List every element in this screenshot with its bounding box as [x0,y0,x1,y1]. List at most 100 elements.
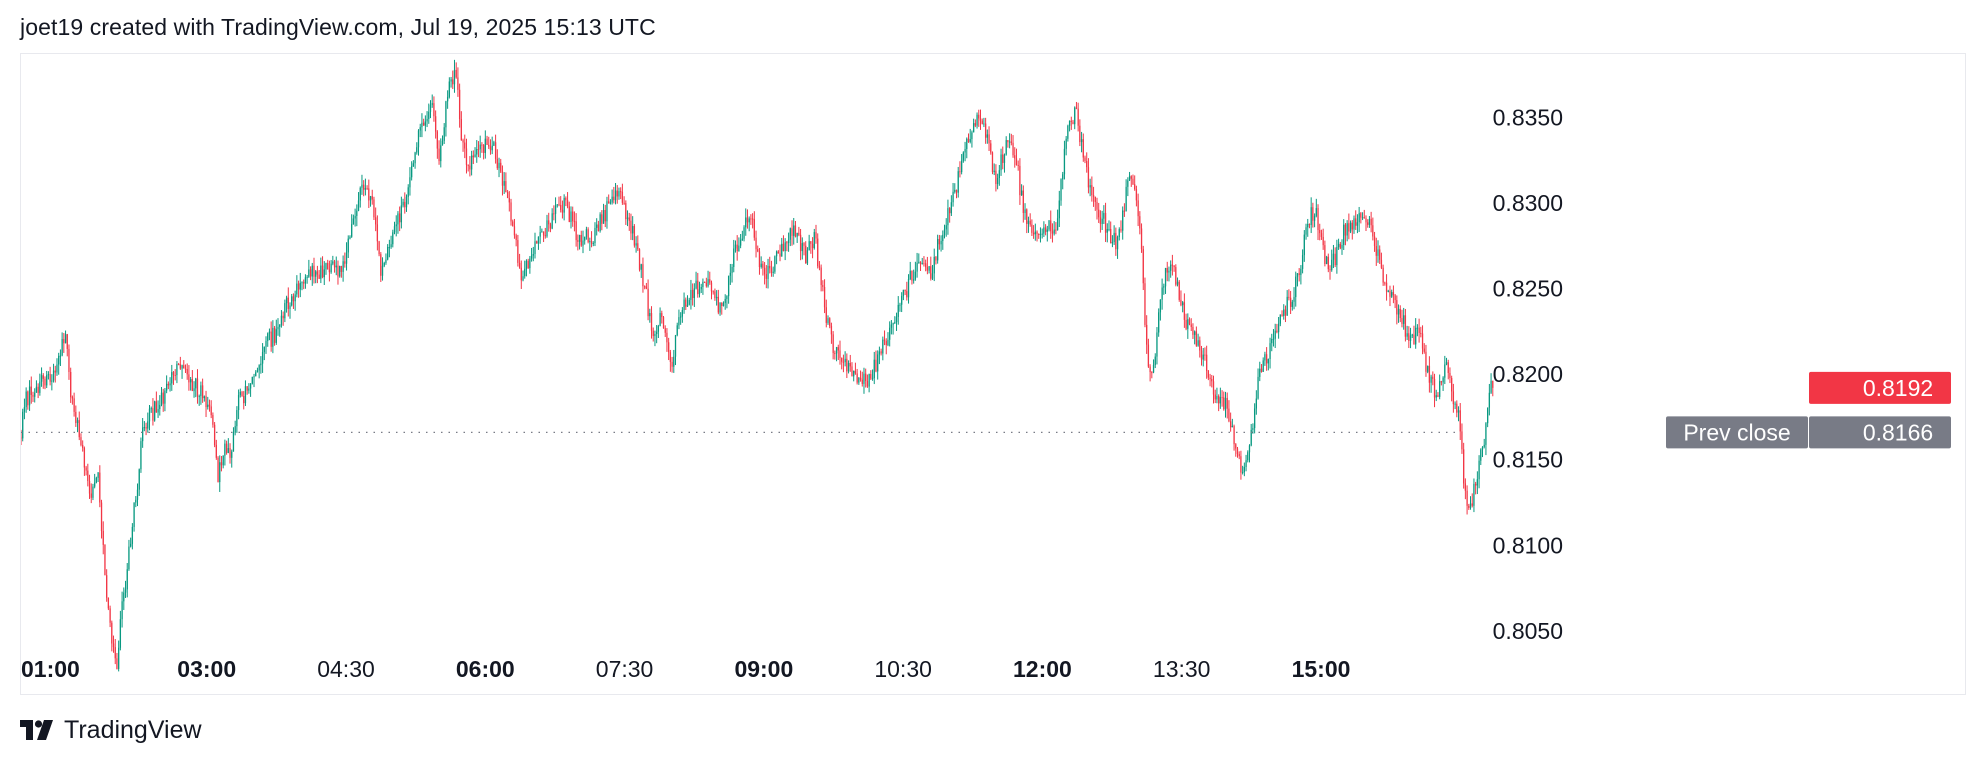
candle [1440,380,1443,386]
candle [806,247,809,266]
candle-body [546,220,548,237]
candle [532,246,534,262]
candle-body [849,363,851,367]
candle [1084,155,1086,164]
candle [592,241,594,247]
candle [1128,171,1131,182]
candle [1000,148,1002,176]
candle [822,280,824,292]
candle [1377,240,1379,263]
candle-body [827,318,829,323]
candle [292,293,295,310]
candle-body [906,291,908,298]
candle [798,226,800,237]
candle-body [613,196,615,201]
x-axis-tick-label: 13:30 [1153,656,1211,682]
candle [335,256,337,276]
candle-body [856,373,858,383]
candle [261,343,264,373]
candle-body [805,245,807,264]
candle [176,361,178,384]
candlestick-chart[interactable]: 0.83500.83000.82500.82000.81500.81000.80… [21,54,1967,696]
candle-body [1206,354,1208,371]
candle-body [381,265,384,276]
candle-body [1485,423,1487,445]
candle [1298,268,1300,282]
candle-body [781,243,783,257]
candle [964,141,966,162]
candle-body [249,383,252,389]
candle [1003,153,1006,173]
candle [1406,325,1408,341]
candle-body [587,229,589,242]
candle-body [1355,218,1357,226]
candle [1401,309,1403,328]
candle [1427,365,1429,374]
candle-body [775,251,778,257]
tradingview-brand[interactable]: TradingView [64,716,202,744]
candle [578,234,581,250]
candle-body [933,256,935,274]
candle-body [841,357,843,362]
candle [1022,185,1024,223]
candle-body [654,334,656,337]
candle [512,219,514,227]
candle-body [1389,290,1391,297]
candle-body [1127,180,1129,187]
candle [1027,216,1030,233]
candle-body [1432,376,1434,379]
candle [438,140,440,165]
candle [279,324,281,337]
candle-body [1159,299,1162,313]
candle [1332,244,1335,269]
candle [621,183,624,205]
candle-body [135,499,137,503]
candle [371,189,373,205]
candle [1048,220,1050,232]
candle [488,136,490,149]
candle-body [1053,229,1055,234]
candle-body [882,339,884,354]
candle-body [1140,228,1143,250]
y-axis-tick-label: 0.8100 [1493,532,1563,558]
candle-body [722,303,725,306]
candle-body [637,243,639,250]
candle [1103,205,1105,224]
candle-body [63,339,65,344]
candle [1480,448,1482,466]
candle [1387,289,1389,293]
candle-body [332,261,334,264]
candle-body [1229,421,1232,428]
candle-body [460,119,462,141]
candle [1211,374,1213,388]
candle-body [1019,165,1021,196]
candle [260,356,262,374]
candle [441,135,444,146]
candle-body [44,378,46,386]
candle [700,283,702,293]
candle-body [282,315,284,319]
candle-body [835,347,838,354]
tradingview-logo-icon[interactable] [20,719,54,742]
candle-body [1137,200,1139,217]
candle-body [1397,308,1400,315]
candle-body [263,346,265,353]
candle [943,224,946,239]
candle [424,115,427,132]
candle [520,260,522,289]
candle-body [690,289,692,300]
candle-body [565,197,567,201]
candle [1461,423,1463,454]
candle [1002,146,1004,170]
candle [363,180,365,197]
candle-body [111,622,113,644]
candle-body [887,339,889,346]
candle [856,368,858,385]
candle [1349,220,1352,234]
candle-body [632,226,634,234]
candle [1283,304,1285,320]
candle-body [1481,446,1484,450]
candle-body [1262,360,1264,372]
candle-body [99,472,101,503]
